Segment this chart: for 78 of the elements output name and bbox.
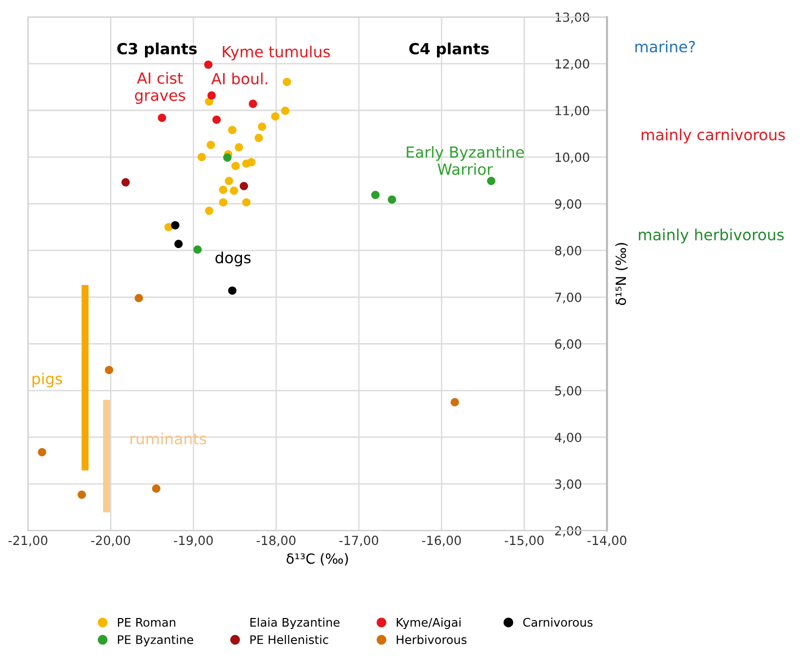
point [231, 162, 240, 170]
y-tick-label: 7,00 [555, 292, 582, 304]
x-tick-label: -14,00 [587, 536, 626, 546]
x-tick-label: -18,00 [256, 536, 296, 546]
text: mainly carnivorous [642, 128, 785, 144]
x-tick-label: -17,00 [339, 536, 378, 546]
point [207, 91, 216, 100]
annotation: Kyme tumulus [222, 46, 330, 60]
point [206, 140, 215, 150]
legend-label: PE Hellenistic [250, 634, 328, 644]
point [104, 366, 114, 374]
point [228, 126, 236, 134]
point [219, 186, 228, 194]
y-tick-label: 8,00 [555, 246, 582, 257]
point [388, 195, 396, 204]
point [487, 176, 496, 186]
point [450, 398, 459, 406]
point [198, 152, 206, 162]
annotation: C4 plants [409, 42, 489, 58]
point [204, 60, 212, 69]
y-tick-label: 5,00 [555, 386, 582, 397]
point [193, 245, 202, 254]
point [158, 114, 166, 122]
point [258, 122, 266, 131]
point [212, 116, 221, 124]
annotation: AI boul. [211, 72, 268, 84]
annotation: dogs [215, 252, 251, 266]
text: marine? [635, 40, 695, 52]
point [152, 484, 160, 493]
x-axis-title: δ¹³C (‰) [286, 553, 348, 566]
y-tick-label: 9,00 [555, 199, 582, 210]
legend-label: Herbivorous [396, 634, 466, 644]
point [174, 240, 183, 248]
text: Elaia Byzantine [250, 618, 340, 630]
point [248, 100, 258, 108]
x-tick-label: -21,00 [8, 536, 48, 546]
point [38, 448, 46, 456]
y-axis-title: δ¹⁵N (‰) [615, 243, 628, 305]
point [78, 490, 86, 499]
point [247, 158, 256, 166]
point [228, 286, 236, 295]
y-tick-label: 6,00 [555, 339, 582, 350]
point [230, 186, 238, 195]
legend-label: PE Byzantine [118, 634, 194, 646]
annotation: AI cist graves [134, 72, 186, 104]
point [223, 153, 232, 162]
y-tick-label: 4,00 [554, 432, 582, 444]
point [204, 206, 214, 215]
x-tick-label: -16,00 [422, 536, 461, 546]
y-tick-label: 11,00 [556, 106, 590, 117]
y-tick-label: 3,00 [555, 479, 582, 490]
point [371, 190, 380, 200]
point [171, 221, 180, 230]
point [234, 143, 244, 152]
point [282, 78, 292, 86]
point [242, 198, 251, 207]
y-tick-label: 12,00 [556, 59, 590, 70]
y-tick-label: 10,00 [556, 152, 590, 164]
x-tick-label: -20,00 [91, 536, 130, 546]
annotation: C3 plants [117, 42, 197, 58]
x-tick-label: -15,00 [504, 536, 544, 546]
point [121, 178, 130, 186]
legend-label: Kyme/Aigai [396, 618, 461, 630]
point [134, 294, 144, 302]
point [281, 106, 290, 116]
point [240, 182, 248, 190]
text: mainly herbivorous [638, 228, 784, 244]
legend-label: Carnivorous [523, 618, 593, 627]
point [224, 176, 234, 186]
x-tick-label: -19,00 [174, 536, 213, 546]
point [219, 198, 228, 207]
annotation: ruminants [130, 432, 206, 444]
annotation: pigs [32, 372, 62, 388]
point [271, 112, 280, 121]
point [164, 222, 173, 232]
annotation: Early Byzantine Warrior [406, 146, 524, 175]
point [254, 134, 263, 142]
legend-label: PE Roman [118, 618, 176, 627]
